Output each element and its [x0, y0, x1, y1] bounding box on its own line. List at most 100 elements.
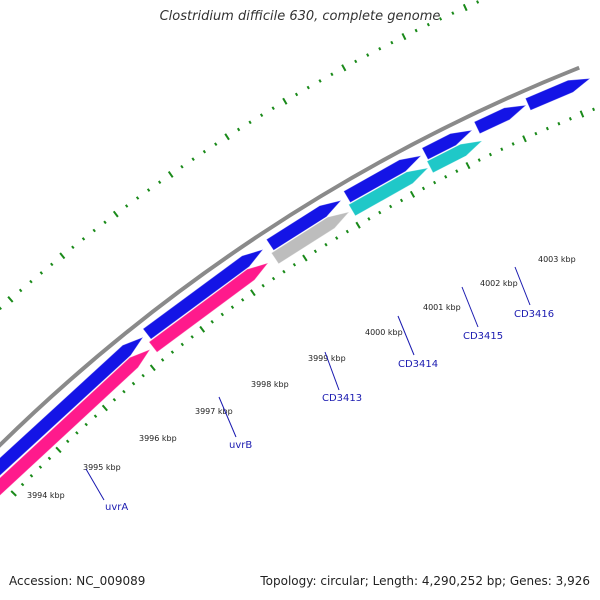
outer-minor-tick [135, 196, 140, 200]
forward-gene-arrow [265, 199, 343, 251]
position-tick-label: 4003 kbp [538, 255, 576, 264]
outer-minor-tick [318, 79, 322, 83]
map-title: Clostridium difficile 630, complete geno… [159, 9, 441, 24]
CD3413-gene-arrow [270, 211, 351, 265]
outer-minor-tick [259, 113, 264, 118]
position-tick-label: 4000 kbp [365, 328, 403, 337]
gene-label: CD3416 [514, 309, 554, 320]
inner-minor-tick [557, 121, 561, 126]
inner-major-tick [149, 364, 156, 372]
position-tick-label: 3995 kbp [83, 463, 121, 472]
inner-minor-tick [389, 204, 393, 209]
inner-major-tick [10, 490, 17, 497]
inner-minor-tick [131, 381, 136, 386]
outer-minor-tick [81, 237, 86, 241]
outer-major-tick [224, 133, 230, 141]
outer-major-tick [112, 210, 119, 218]
inner-minor-tick [141, 373, 145, 378]
accession-label: Accession: NC_009089 [9, 574, 146, 588]
outer-minor-tick [248, 120, 252, 125]
CD3415-gene-arrow [426, 140, 484, 174]
position-tick-labels: 3994 kbp 3995 kbp 3996 kbp 3997 kbp 3998 kbp… [27, 255, 576, 500]
inner-minor-tick [190, 335, 194, 339]
outer-major-tick [167, 171, 174, 178]
backbone-line [0, 65, 580, 448]
gene-labels: uvrA uvrB CD3413 CD3414 CD3415 CD3416 [85, 266, 554, 513]
inner-minor-tick [84, 422, 88, 427]
inner-major-tick [199, 325, 206, 333]
forward-gene-arrow [142, 248, 265, 340]
inner-minor-tick [65, 439, 70, 444]
outer-minor-tick [236, 127, 241, 132]
inner-major-tick [409, 190, 416, 198]
inner-major-tick [250, 289, 256, 297]
inner-minor-tick [282, 269, 286, 274]
inner-minor-tick [271, 276, 276, 281]
inner-minor-tick [511, 142, 515, 146]
forward-gene-arrow [0, 336, 145, 476]
gene-label: uvrA [105, 502, 128, 513]
inner-minor-tick [444, 175, 448, 179]
gene-label: uvrB [229, 440, 252, 451]
outer-minor-tick [103, 220, 107, 225]
outer-minor-tick [306, 85, 310, 90]
gene-label-leader [397, 315, 415, 356]
gene-label-leader [461, 286, 479, 328]
outer-major-tick [341, 64, 347, 72]
inner-major-tick [522, 135, 527, 143]
forward-gene-arrow [343, 155, 423, 204]
outer-minor-tick [71, 245, 75, 250]
inner-minor-tick [345, 229, 349, 234]
inner-minor-tick [220, 312, 225, 317]
outer-minor-tick [294, 92, 299, 97]
inner-minor-tick [313, 249, 318, 254]
outer-major-tick [59, 252, 66, 260]
inner-minor-tick [477, 158, 481, 162]
inner-minor-tick [378, 210, 382, 215]
forward-gene-arrow [524, 77, 592, 111]
position-tick-label: 3997 kbp [195, 407, 233, 416]
outer-minor-tick [354, 59, 358, 64]
inner-minor-tick [230, 305, 235, 309]
inner-minor-tick [335, 236, 339, 240]
position-tick-label: 4002 kbp [480, 279, 518, 288]
outer-minor-tick [414, 28, 418, 33]
inner-minor-tick [20, 482, 25, 487]
forward-gene-arrow [421, 129, 474, 161]
outer-minor-tick [39, 271, 44, 275]
inner-minor-tick [568, 117, 572, 121]
inner-minor-tick [160, 358, 165, 362]
inner-minor-tick [47, 456, 52, 461]
forward-gene-arrow [473, 104, 528, 135]
outer-minor-tick [18, 288, 23, 293]
inner-minor-tick [112, 397, 117, 402]
outer-minor-tick [426, 22, 430, 27]
inner-major-tick [55, 446, 62, 454]
inner-minor-tick [75, 431, 79, 435]
inner-tick-ring [10, 107, 596, 497]
inner-minor-tick [433, 180, 437, 185]
outer-minor-tick [390, 40, 394, 45]
outer-major-tick [462, 3, 468, 12]
outer-minor-tick [29, 279, 33, 284]
genome-backbone [0, 65, 580, 448]
gene-label-leader [85, 468, 105, 501]
inner-minor-tick [29, 474, 34, 478]
outer-minor-tick [438, 17, 443, 21]
inner-minor-tick [488, 152, 493, 157]
outer-minor-tick [191, 157, 195, 161]
gene-label: CD3414 [398, 359, 438, 370]
inner-minor-tick [455, 169, 459, 173]
inner-minor-tick [545, 126, 549, 131]
uvrA-gene-arrow [0, 348, 152, 496]
outer-minor-tick [476, 0, 480, 4]
outer-minor-tick [214, 142, 218, 146]
inner-minor-tick [399, 198, 404, 203]
genome-summary: Topology: circular; Length: 4,290,252 bp… [260, 574, 590, 588]
inner-minor-tick [261, 283, 265, 288]
outer-major-tick [282, 97, 288, 105]
position-tick-label: 3998 kbp [251, 380, 289, 389]
inner-minor-tick [292, 262, 297, 267]
position-tick-label: 3994 kbp [27, 491, 65, 500]
